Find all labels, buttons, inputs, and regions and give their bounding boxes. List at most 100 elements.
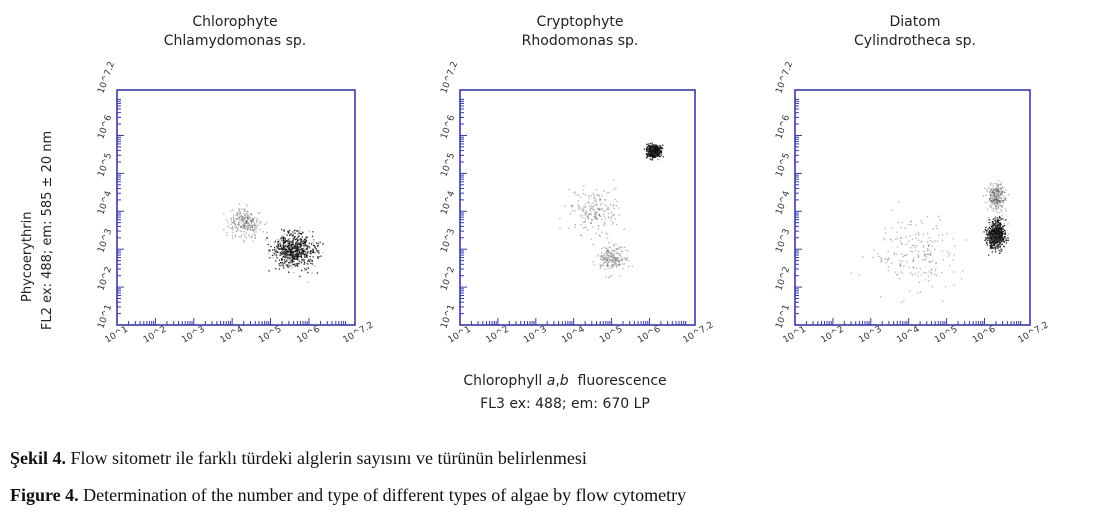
- data-point: [292, 252, 294, 254]
- data-point: [995, 226, 997, 228]
- data-point: [922, 233, 925, 235]
- data-point: [997, 228, 999, 230]
- data-point: [311, 260, 313, 262]
- data-point: [304, 254, 306, 256]
- data-point: [598, 225, 600, 227]
- y-tick-label: 10^5: [774, 152, 792, 179]
- data-point: [574, 226, 576, 228]
- data-point: [656, 145, 658, 147]
- data-point: [603, 262, 606, 264]
- data-point: [284, 261, 286, 263]
- data-point: [620, 246, 622, 248]
- data-point: [930, 271, 933, 274]
- data-point: [922, 259, 924, 261]
- data-point: [660, 152, 663, 154]
- data-point: [275, 248, 277, 250]
- data-point: [240, 226, 242, 228]
- data-point: [287, 257, 289, 259]
- data-point: [250, 212, 252, 215]
- data-point: [993, 193, 996, 195]
- data-point: [303, 238, 306, 241]
- data-point: [995, 206, 997, 208]
- data-point: [653, 154, 655, 157]
- data-point: [650, 146, 652, 148]
- data-point: [277, 243, 279, 246]
- data-point: [300, 248, 303, 250]
- data-point: [659, 150, 661, 152]
- data-point: [858, 274, 860, 276]
- data-point: [613, 208, 616, 210]
- data-point: [928, 244, 930, 246]
- data-point: [318, 252, 320, 254]
- data-point: [252, 218, 254, 220]
- data-point: [254, 217, 256, 219]
- data-point: [294, 229, 296, 232]
- data-point: [280, 245, 282, 247]
- data-point: [996, 234, 999, 236]
- data-point: [304, 244, 307, 246]
- data-point: [295, 246, 297, 248]
- data-point: [873, 249, 875, 251]
- data-point: [954, 245, 956, 247]
- data-point: [584, 206, 587, 208]
- data-point: [999, 223, 1001, 225]
- data-point: [289, 237, 291, 240]
- data-point: [226, 219, 228, 221]
- data-point: [996, 198, 998, 200]
- data-point: [247, 214, 249, 217]
- data-point: [1005, 242, 1008, 244]
- data-point: [914, 273, 916, 275]
- data-point: [304, 268, 306, 270]
- data-point: [995, 202, 997, 204]
- data-point: [293, 250, 295, 252]
- data-point: [247, 227, 249, 230]
- data-point: [294, 265, 297, 267]
- y-tick-label: 10^3: [439, 228, 457, 255]
- data-point: [991, 244, 993, 246]
- data-point: [988, 219, 991, 221]
- data-point: [999, 211, 1001, 214]
- data-point: [998, 196, 1000, 198]
- data-point: [254, 237, 256, 239]
- data-point: [282, 241, 285, 244]
- data-point: [991, 207, 993, 209]
- data-point: [292, 241, 294, 243]
- data-point: [230, 220, 232, 222]
- data-point: [657, 158, 659, 161]
- data-point: [984, 228, 986, 231]
- data-point: [253, 229, 256, 231]
- y-tick-label: 10^5: [96, 152, 114, 179]
- data-point: [649, 150, 651, 152]
- data-point: [1001, 230, 1004, 232]
- data-point: [997, 233, 1000, 235]
- data-point: [899, 240, 901, 242]
- data-point: [601, 259, 604, 261]
- data-point: [1003, 187, 1005, 189]
- data-point: [248, 216, 251, 218]
- data-point: [999, 228, 1002, 230]
- data-point: [651, 152, 653, 155]
- data-point: [599, 263, 601, 266]
- data-point: [279, 247, 281, 250]
- data-point: [929, 261, 931, 263]
- data-point: [996, 184, 998, 186]
- data-point: [616, 200, 618, 203]
- data-point: [1001, 191, 1003, 194]
- data-point: [307, 271, 309, 274]
- data-point: [234, 224, 237, 226]
- data-point: [286, 234, 288, 236]
- data-point: [986, 188, 988, 191]
- data-point: [242, 220, 245, 222]
- data-point: [993, 191, 995, 194]
- data-point: [249, 229, 252, 231]
- data-point: [282, 252, 284, 254]
- data-point: [599, 267, 601, 269]
- data-point: [298, 242, 300, 245]
- data-point: [991, 191, 993, 194]
- data-point: [991, 245, 993, 247]
- data-point: [994, 223, 996, 225]
- data-point: [234, 235, 237, 237]
- data-point: [604, 217, 607, 219]
- data-point: [1000, 218, 1003, 220]
- data-point: [592, 261, 594, 263]
